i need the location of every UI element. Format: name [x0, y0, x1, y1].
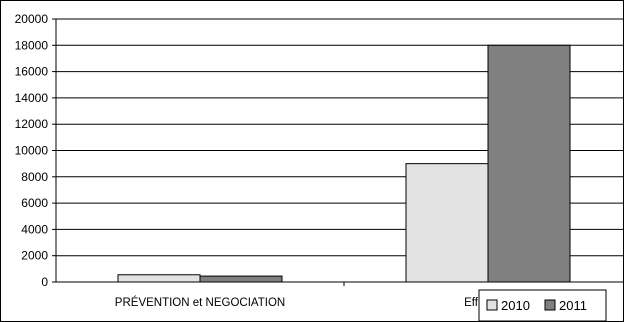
- y-tick-label: 18000: [15, 38, 49, 52]
- y-tick-label: 6000: [21, 196, 48, 210]
- y-tick-label: 4000: [21, 222, 48, 236]
- legend-swatch-2010: [486, 299, 498, 311]
- bar-2010-1: [405, 163, 489, 283]
- bars: [117, 44, 571, 283]
- y-tick-label: 10000: [15, 144, 49, 158]
- legend-box: [478, 289, 607, 322]
- y-tick-label: 16000: [15, 65, 49, 79]
- bar-2010-0: [117, 274, 201, 283]
- bar-2011-1: [487, 44, 571, 283]
- y-tick-label: 12000: [15, 117, 49, 131]
- y-tick-label: 2000: [21, 249, 48, 263]
- y-tick-label: 20000: [15, 12, 49, 26]
- y-tick-label: 8000: [21, 170, 48, 184]
- category-label: PRÉVENTION et NEGOCIATION: [115, 296, 285, 309]
- y-axis-tick-labels: 0 2000 4000 6000 8000 10000 12000 14000 16000 180…: [15, 12, 49, 289]
- y-tick-label: 0: [41, 275, 48, 289]
- legend-swatch-2011: [544, 299, 556, 311]
- legend: 2010 2011: [478, 289, 607, 322]
- bar-2011-0: [199, 275, 283, 283]
- legend-label-2011: 2011: [559, 298, 587, 313]
- legend-label-2010: 2010: [501, 298, 530, 313]
- y-tick-label: 14000: [15, 91, 49, 105]
